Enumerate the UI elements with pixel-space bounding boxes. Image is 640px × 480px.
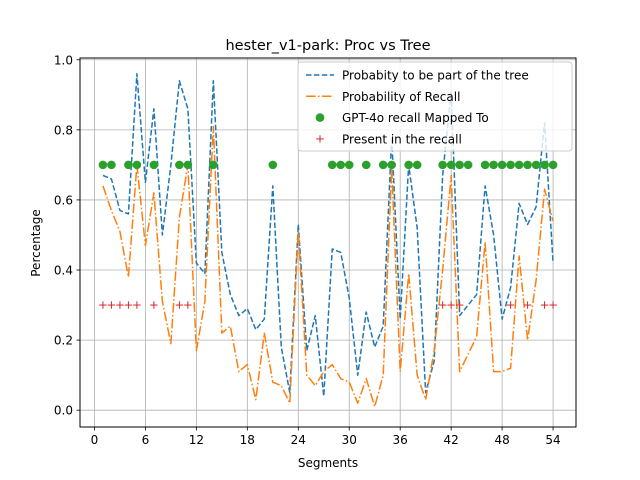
x-tick-label: 0: [91, 433, 99, 447]
legend-label: Present in the recall: [342, 132, 462, 146]
present-in-recall-point: [549, 301, 557, 309]
legend: Probabity to be part of the tree Probabil…: [297, 61, 573, 152]
present-in-recall-point: [133, 301, 141, 309]
x-tick-label: 12: [189, 433, 204, 447]
legend-entry-present-in-recall: Present in the recall: [316, 132, 462, 146]
present-in-recall-point: [99, 301, 107, 309]
legend-entry-gpt4o-recall: GPT-4o recall Mapped To: [315, 111, 489, 125]
gpt4o-recall-point: [361, 160, 371, 170]
gpt4o-recall-point: [183, 160, 193, 170]
gpt4o-recall-point: [412, 160, 422, 170]
gpt4o-recall-point: [124, 160, 133, 170]
present-in-recall-point: [124, 301, 133, 309]
present-in-recall-point: [523, 301, 532, 309]
gpt4o-recall-point: [336, 160, 346, 170]
x-tick-label: 54: [545, 433, 560, 447]
gpt4o-recall-point: [149, 160, 159, 170]
x-tick-label: 24: [291, 433, 306, 447]
gpt4o-recall-point: [540, 160, 549, 170]
gpt4o-recall-point: [404, 160, 413, 170]
x-tick-label: 36: [393, 433, 408, 447]
x-tick-label: 18: [240, 433, 255, 447]
x-axis-ticks: 0 6 12 18 24 30 36 42 48 54: [91, 427, 561, 447]
legend-label: GPT-4o recall Mapped To: [342, 111, 489, 125]
plot-frame: [79, 57, 577, 428]
gpt4o-recall-point: [506, 160, 515, 170]
present-in-recall-point: [116, 301, 124, 309]
chart-title: hester_v1-park: Proc vs Tree: [225, 38, 430, 54]
y-tick-label: 1.0: [54, 53, 73, 67]
x-tick-label: 42: [444, 433, 459, 447]
gpt4o-recall-point: [489, 160, 498, 170]
gpt4o-recall-point: [132, 160, 142, 170]
y-axis-ticks: 0.0 0.2 0.4 0.6 0.8 1.0: [54, 53, 80, 418]
gpt4o-recall-point: [514, 160, 524, 170]
present-in-recall-point: [107, 301, 116, 309]
present-in-recall-point: [540, 301, 549, 309]
legend-entry-tree-probability: Probabity to be part of the tree: [306, 69, 529, 83]
present-in-recall-point: [447, 301, 455, 309]
series-line-tree-probability: [102, 73, 554, 397]
legend-swatch: [315, 113, 325, 122]
gpt4o-recall-point: [548, 160, 558, 170]
gpt4o-recall-point: [480, 160, 490, 170]
series-layer: [98, 73, 558, 408]
present-in-recall-point: [506, 301, 515, 309]
x-tick-label: 30: [342, 433, 357, 447]
present-in-recall-point: [184, 301, 192, 309]
gpt4o-recall-point: [98, 160, 108, 170]
y-tick-label: 0.4: [54, 264, 73, 278]
y-tick-label: 0.8: [54, 123, 73, 137]
legend-label: Probabity to be part of the tree: [342, 69, 529, 83]
gpt4o-recall-point: [497, 160, 507, 170]
gpt4o-recall-point: [387, 160, 396, 170]
legend-entry-recall-probability: Probability of Recall: [306, 90, 460, 104]
y-tick-label: 0.0: [54, 404, 73, 418]
gpt4o-recall-point: [209, 160, 218, 170]
gpt4o-recall-point: [523, 160, 532, 170]
y-tick-label: 0.2: [54, 334, 73, 348]
gpt4o-recall-point: [327, 160, 337, 170]
gpt4o-recall-point: [455, 160, 464, 170]
present-in-recall-point: [175, 301, 184, 309]
series-line-recall-probability: [102, 125, 554, 408]
x-tick-label: 6: [142, 433, 150, 447]
gpt4o-recall-point: [107, 160, 116, 170]
gpt4o-recall-point: [175, 160, 184, 170]
legend-box: [297, 61, 573, 152]
gpt4o-recall-point: [268, 160, 278, 170]
gpt4o-recall-point: [531, 160, 541, 170]
gpt4o-recall-point: [344, 160, 354, 170]
present-in-recall-point: [455, 301, 464, 309]
gpt4o-recall-point: [463, 160, 473, 170]
y-tick-label: 0.6: [54, 193, 73, 207]
y-axis-label: Percentage: [29, 209, 43, 277]
present-in-recall-point: [438, 301, 447, 309]
x-axis-label: Segments: [298, 456, 358, 470]
gpt4o-recall-point: [378, 160, 388, 170]
legend-label: Probability of Recall: [342, 90, 460, 104]
present-in-recall-point: [150, 301, 158, 309]
gpt4o-recall-point: [446, 160, 456, 170]
x-tick-label: 48: [494, 433, 509, 447]
gpt4o-recall-point: [438, 160, 447, 170]
